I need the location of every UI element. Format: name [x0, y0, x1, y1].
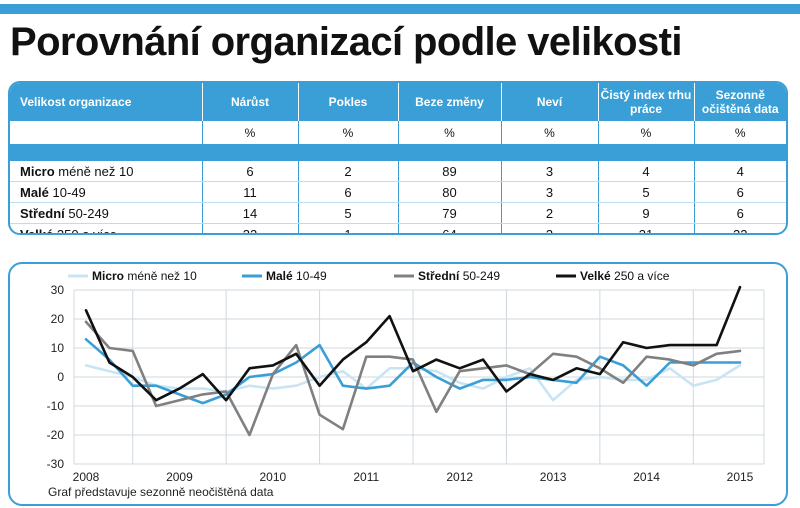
row-label: Micro méně než 10	[10, 161, 202, 182]
table-cell: 4	[597, 161, 694, 182]
legend-range: 10-49	[296, 269, 327, 283]
table-cell: 64	[397, 223, 501, 233]
unit-cell: %	[201, 121, 298, 145]
table-header-row: Velikost organizace Nárůst Pokles Beze z…	[10, 83, 786, 121]
row-label: Velké 250 a více	[10, 224, 202, 235]
table-row: Velké 250 a více 32 1 64 3 31 22	[10, 223, 786, 235]
y-tick-label: -30	[47, 457, 65, 471]
table-cell: 80	[397, 181, 501, 203]
table-row: Micro méně než 10 6 2 89 3 4 4	[10, 161, 786, 182]
x-tick-label: 2009	[166, 470, 193, 484]
table-cell: 89	[397, 161, 501, 182]
table-cell: 79	[397, 202, 501, 224]
table-cell: 14	[201, 202, 298, 224]
table-cell: 3	[500, 223, 598, 233]
table-cell: 2	[500, 202, 598, 224]
legend-name: Micro	[92, 269, 124, 283]
x-tick-label: 2008	[73, 470, 100, 484]
x-tick-label: 2014	[633, 470, 660, 484]
legend-name: Střední	[418, 269, 460, 283]
y-tick-label: 30	[51, 283, 65, 297]
table-cell: 6	[693, 202, 786, 224]
row-size-range: méně než 10	[58, 163, 134, 179]
x-tick-label: 2010	[260, 470, 287, 484]
line-chart-panel: 30 20 10 0 -10 -20 -30 2008 2009 2010 2011 2012 2013…	[8, 262, 788, 506]
units-row: % % % % % %	[10, 121, 786, 145]
row-size-name: Malé	[20, 184, 49, 200]
unit-cell: %	[693, 121, 786, 145]
row-size-name: Střední	[20, 205, 65, 221]
row-label: Malé 10-49	[10, 181, 202, 203]
series-line-velké	[84, 285, 742, 402]
table-cell: 22	[693, 223, 786, 233]
table-cell: 5	[597, 181, 694, 203]
table-cell: 6	[201, 161, 298, 182]
separator-band	[10, 144, 786, 161]
header-increase: Nárůst	[201, 83, 298, 121]
chart-note: Graf představuje sezonně neočištěná data	[48, 485, 274, 499]
table-cell: 6	[297, 181, 398, 203]
table-cell: 6	[693, 181, 786, 203]
table-cell: 11	[201, 181, 298, 203]
series-line-střední	[84, 320, 742, 437]
table-row: Střední 50-249 14 5 79 2 9 6	[10, 202, 786, 224]
y-tick-label: 20	[51, 312, 65, 326]
table-cell: 32	[201, 223, 298, 233]
legend-entry: Malé 10-49	[266, 269, 327, 283]
unit-cell: %	[397, 121, 501, 145]
legend-range: méně než 10	[127, 269, 197, 283]
y-tick-label: 10	[51, 341, 65, 355]
x-tick-label: 2011	[353, 470, 379, 484]
unit-cell: %	[297, 121, 398, 145]
legend-name: Malé	[266, 269, 293, 283]
unit-cell	[10, 121, 202, 145]
header-size: Velikost organizace	[10, 83, 202, 121]
legend-entry: Micro méně než 10	[92, 269, 197, 283]
row-size-range: 250 a více	[56, 226, 117, 235]
page-title: Porovnání organizací podle velikosti	[10, 20, 683, 64]
x-tick-label: 2013	[540, 470, 567, 484]
table-cell: 2	[297, 161, 398, 182]
row-size-name: Micro	[20, 163, 55, 179]
table-cell: 5	[297, 202, 398, 224]
legend-range: 50-249	[463, 269, 501, 283]
unit-cell: %	[500, 121, 598, 145]
table-cell: 9	[597, 202, 694, 224]
y-tick-label: 0	[57, 370, 64, 384]
legend-entry: Střední 50-249	[418, 269, 500, 283]
legend-range: 250 a více	[614, 269, 670, 283]
table-row: Malé 10-49 11 6 80 3 5 6	[10, 181, 786, 203]
table-cell: 4	[693, 161, 786, 182]
row-size-range: 50-249	[68, 205, 109, 221]
y-tick-label: -10	[47, 399, 65, 413]
x-tick-label: 2012	[446, 470, 473, 484]
x-tick-label: 2015	[727, 470, 754, 484]
comparison-table: Velikost organizace Nárůst Pokles Beze z…	[8, 81, 788, 235]
unit-cell: %	[597, 121, 694, 145]
header-no-change: Beze změny	[397, 83, 501, 121]
table-cell: 3	[500, 181, 598, 203]
row-size-range: 10-49	[52, 184, 86, 200]
table-cell: 31	[597, 223, 694, 233]
header-dont-know: Neví	[500, 83, 598, 121]
legend-entry: Velké 250 a více	[580, 269, 670, 283]
top-accent-bar	[0, 4, 800, 14]
header-seasonally-adjusted: Sezonně očištěná data	[693, 83, 786, 121]
header-decrease: Pokles	[297, 83, 398, 121]
legend-name: Velké	[580, 269, 611, 283]
row-label: Střední 50-249	[10, 202, 202, 224]
table-cell: 1	[297, 223, 398, 233]
header-net-index: Čistý index trhu práce	[597, 83, 694, 121]
y-tick-label: -20	[47, 428, 65, 442]
row-size-name: Velké	[20, 226, 54, 235]
table-cell: 3	[500, 161, 598, 182]
